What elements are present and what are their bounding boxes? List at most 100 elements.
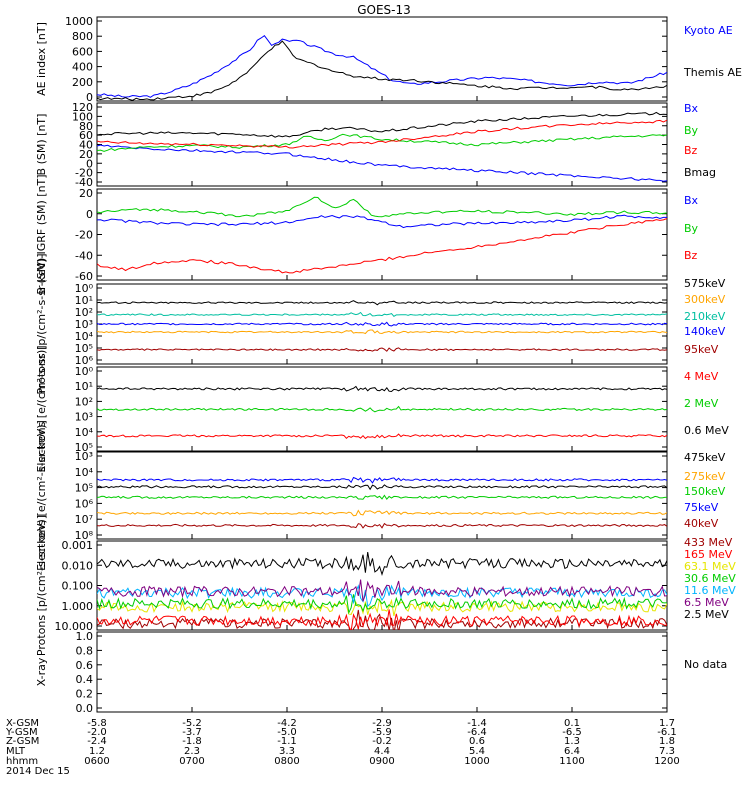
footer-value: -5.8 — [87, 718, 107, 729]
footer-value: 0900 — [369, 756, 394, 767]
footer-value: 0700 — [179, 756, 204, 767]
y-tick-label: 10² — [75, 306, 93, 319]
y-tick-label: 120 — [72, 101, 93, 114]
series-line-6-5-mev — [97, 579, 667, 602]
y-tick-label: -20 — [75, 229, 93, 242]
legend-label: 275keV — [684, 470, 726, 483]
footer-row-label: Z-GSM — [6, 736, 39, 747]
footer-value: 1.3 — [564, 736, 580, 747]
legend-label: 165 MeV — [684, 548, 733, 561]
legend-label: 150keV — [684, 485, 726, 498]
series-line-210kev — [97, 311, 667, 317]
y-tick-label: 0.8 — [76, 644, 94, 657]
series-line-themis-ae — [97, 40, 667, 101]
series-line-2-5-mev — [97, 552, 667, 576]
footer-value: 0600 — [84, 756, 109, 767]
y-tick-label: 10⁰ — [75, 282, 94, 295]
y-tick-label: 1.0 — [76, 630, 94, 643]
legend-label: By — [684, 124, 699, 137]
y-tick-label: 0.100 — [62, 580, 94, 593]
y-tick-label: 200 — [72, 76, 93, 89]
footer-value: -3.7 — [182, 727, 202, 738]
y-tick-label: 0 — [86, 91, 93, 104]
legend-label: 4 MeV — [684, 370, 719, 383]
y-tick-label: 10¹ — [75, 294, 93, 307]
y-axis-label: Electrons [e/(cm²-s-sr-keV)] — [35, 420, 48, 571]
legend-label: 2 MeV — [684, 397, 719, 410]
y-tick-label: 10⁴ — [75, 426, 94, 439]
series-line-75kev — [97, 476, 667, 484]
footer-value: 1200 — [654, 756, 679, 767]
footer-value: 1100 — [559, 756, 584, 767]
y-tick-label: 10³ — [75, 450, 93, 463]
y-tick-label: 10¹ — [75, 380, 93, 393]
series-line-150kev — [97, 494, 667, 501]
legend-label: Bz — [684, 249, 698, 262]
y-tick-label: 100 — [72, 110, 93, 123]
series-group — [97, 35, 667, 101]
y-tick-label: 10⁴ — [75, 330, 94, 343]
footer-value: 6.4 — [564, 746, 580, 757]
panel-frame — [96, 631, 668, 713]
y-tick-label: 600 — [72, 45, 93, 58]
y-tick-label: 400 — [72, 61, 93, 74]
legend-label: 140keV — [684, 325, 726, 338]
footer-value: 3.3 — [279, 746, 295, 757]
y-tick-label: 0 — [86, 208, 93, 221]
legend-label: 433 MeV — [684, 536, 733, 549]
series-line-275kev — [97, 509, 667, 517]
legend-label: 575keV — [684, 277, 726, 290]
legend-label: 11.6 MeV — [684, 584, 736, 597]
y-tick-label: -20 — [75, 167, 93, 180]
series-line-by — [97, 196, 667, 218]
series-line-475kev — [97, 484, 667, 491]
y-tick-label: 10⁵ — [75, 342, 93, 355]
legend-label: 6.5 MeV — [684, 596, 729, 609]
y-tick-label: 10⁶ — [75, 354, 94, 367]
footer-value: 0.1 — [564, 718, 580, 729]
y-axis-label: Protons [p/(cm²-s-sr-keV)] — [35, 515, 48, 656]
series-line-bmag — [97, 111, 667, 138]
series-line-11-6-mev — [97, 584, 667, 608]
footer-value: 4.4 — [374, 746, 390, 757]
legend-label: 95keV — [684, 343, 719, 356]
series-line-575kev — [97, 300, 667, 306]
y-tick-label: 0.010 — [62, 559, 94, 572]
legend-label: 0.6 MeV — [684, 424, 729, 437]
series-line-140kev — [97, 321, 667, 327]
y-tick-label: 20 — [79, 148, 93, 161]
legend-label: 30.6 MeV — [684, 572, 736, 585]
y-tick-label: 0.4 — [76, 673, 94, 686]
y-tick-label: 800 — [72, 30, 93, 43]
y-tick-label: 0.001 — [62, 539, 94, 552]
y-tick-label: 10⁰ — [75, 365, 94, 378]
y-tick-label: 10³ — [75, 318, 93, 331]
y-tick-label: 0 — [86, 157, 93, 170]
series-line-by — [97, 133, 667, 152]
legend-label: Themis AE — [683, 66, 742, 79]
footer-value: 1.8 — [659, 736, 675, 747]
panel-7: 0.001 0.010 0.100 1.000 10.000 Protons [p/(cm… — [35, 515, 736, 656]
series-group — [97, 196, 667, 274]
footer-row-label: hhmm — [6, 756, 38, 767]
series-line-95kev — [97, 347, 667, 352]
series-line-bx — [97, 214, 667, 229]
y-tick-label: 10³ — [75, 411, 93, 424]
footer-value: -1.8 — [182, 736, 202, 747]
footer-value: -5.2 — [182, 718, 202, 729]
footer-value: -2.4 — [87, 736, 107, 747]
y-tick-label: 10⁴ — [75, 466, 94, 479]
series-group — [97, 300, 667, 352]
legend-label: 2.5 MeV — [684, 608, 729, 621]
panel-3: 20 0 -20 -40 -60 B (SM)-IGRF (SM) [nT] Bx By Bz — [35, 174, 699, 294]
legend-label: Bmag — [684, 166, 716, 179]
series-line-bz — [97, 119, 667, 149]
footer-date: 2014 Dec 15 — [6, 766, 70, 777]
y-tick-label: 0.0 — [76, 702, 94, 715]
legend-label: 40keV — [684, 517, 719, 530]
y-tick-label: 0.2 — [76, 688, 94, 701]
plot-title: GOES-13 — [357, 3, 411, 17]
y-axis-label: B (SM)-IGRF (SM) [nT] — [35, 174, 48, 294]
footer-row-label: X-GSM — [6, 718, 39, 729]
